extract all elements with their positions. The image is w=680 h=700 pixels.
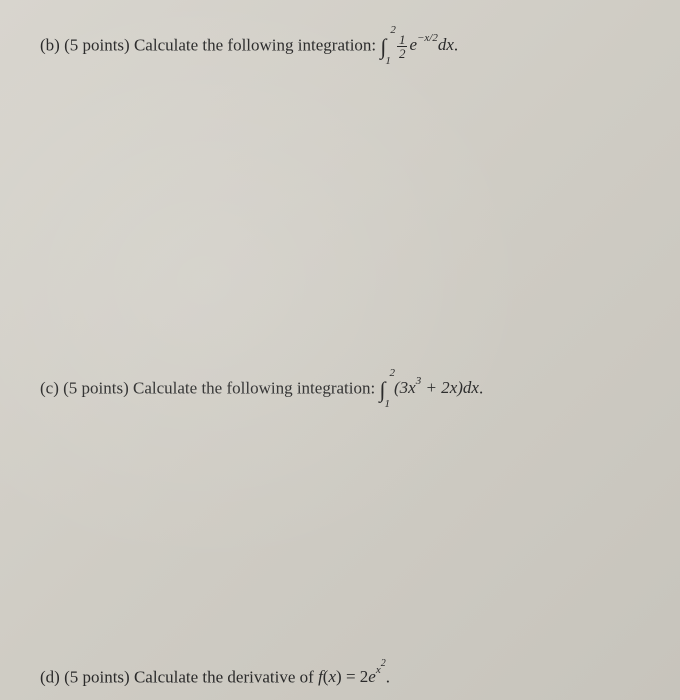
exp-pow: 2 bbox=[381, 658, 386, 669]
integrand-pow1: 3 bbox=[416, 375, 422, 387]
equals: = 2 bbox=[342, 667, 369, 686]
period: . bbox=[386, 667, 390, 686]
problem-b-text: Calculate the following integration: bbox=[134, 35, 376, 54]
exp-base: e bbox=[409, 35, 417, 54]
integrand-var1: x bbox=[408, 378, 416, 397]
period: . bbox=[479, 378, 483, 397]
problem-d-label: (d) bbox=[40, 667, 60, 686]
problem-c-integral: ∫ 2 1 (3x3 + 2x)dx bbox=[379, 378, 479, 397]
differential: dx bbox=[438, 35, 454, 54]
exponent: −x/2 bbox=[417, 32, 438, 44]
fraction-half: 12 bbox=[397, 33, 408, 60]
int-lower-bound: 1 bbox=[385, 53, 391, 70]
integral-symbol: ∫ 2 1 bbox=[380, 30, 386, 63]
differential: dx bbox=[463, 378, 479, 397]
problem-c-points: (5 points) bbox=[63, 378, 129, 397]
var: x bbox=[328, 667, 336, 686]
problem-d: (d) (5 points) Calculate the derivative … bbox=[40, 661, 640, 690]
problem-c: (c) (5 points) Calculate the following i… bbox=[40, 373, 640, 406]
int-upper-bound: 2 bbox=[389, 365, 395, 382]
problem-b-integral: ∫ 2 1 12e−x/2dx bbox=[380, 35, 454, 54]
exponent-group: x2 bbox=[376, 664, 386, 676]
problem-d-text: Calculate the derivative of bbox=[134, 667, 314, 686]
period: . bbox=[454, 35, 458, 54]
frac-numerator: 1 bbox=[397, 33, 408, 47]
problem-c-label: (c) bbox=[40, 378, 59, 397]
integral-symbol: ∫ 2 1 bbox=[379, 373, 385, 406]
problem-c-text: Calculate the following integration: bbox=[133, 378, 375, 397]
integrand-open: (3 bbox=[394, 378, 408, 397]
int-upper-bound: 2 bbox=[390, 22, 396, 39]
problem-d-function: f(x) = 2ex2 bbox=[318, 667, 386, 686]
exp-base: e bbox=[368, 667, 376, 686]
problem-b-label: (b) bbox=[40, 35, 60, 54]
problem-d-points: (5 points) bbox=[64, 667, 130, 686]
exp-var: x bbox=[376, 664, 381, 676]
frac-denominator: 2 bbox=[397, 47, 408, 60]
problem-b-points: (5 points) bbox=[64, 35, 130, 54]
int-lower-bound: 1 bbox=[384, 396, 390, 413]
problem-b: (b) (5 points) Calculate the following i… bbox=[40, 30, 640, 63]
integrand-mid: + 2 bbox=[421, 378, 449, 397]
